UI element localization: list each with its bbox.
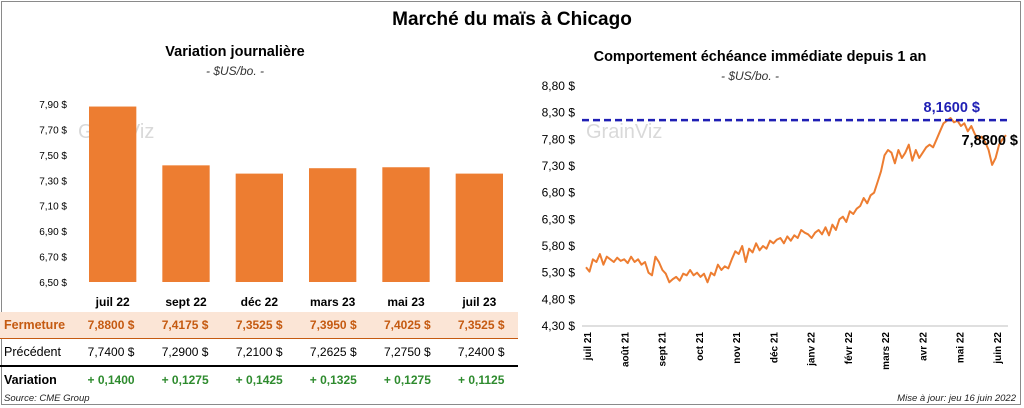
table-cell: + 0,1275 — [161, 373, 209, 387]
row-label: Variation — [4, 373, 57, 387]
source-note: Source: CME Group — [4, 393, 90, 404]
table-row-fermeture: Fermeture 7,8800 $ 7,4175 $ 7,3525 $ 7,3… — [0, 312, 518, 339]
x-tick-label: janv 22 — [807, 332, 818, 367]
x-tick-label: mai 22 — [956, 332, 967, 364]
right-chart-title: Comportement échéance immédiate depuis 1… — [593, 49, 927, 65]
table-cell: 7,3950 $ — [296, 312, 371, 339]
bar — [162, 165, 210, 282]
bar — [309, 168, 357, 282]
reference-label: 8,1600 $ — [924, 100, 980, 116]
table-row-precedent: Précédent 7,7400 $ 7,2900 $ 7,2100 $ 7,2… — [0, 338, 518, 367]
y-tick-label: 6,30 $ — [542, 212, 576, 226]
table-cell: 7,2750 $ — [370, 338, 445, 367]
x-tick-label: mars 22 — [881, 332, 892, 370]
x-tick-label: févr 22 — [844, 332, 855, 365]
x-tick-label: juil 22 — [95, 295, 130, 309]
watermark: GrainViz — [586, 121, 662, 143]
table-cell: + 0,1125 — [458, 373, 505, 387]
table-cell: 7,7400 $ — [74, 338, 149, 367]
table-cell: 7,2400 $ — [444, 338, 518, 367]
price-line — [585, 117, 1007, 284]
y-tick-label: 6,80 $ — [542, 186, 576, 200]
left-chart-unit: - $US/bo. - — [205, 64, 265, 78]
y-tick-label: 7,90 $ — [39, 100, 67, 111]
bar — [235, 173, 283, 282]
x-tick-label: sept 22 — [165, 295, 207, 309]
table-cell: 7,2625 $ — [296, 338, 371, 367]
bar — [89, 106, 137, 283]
table-cell: 7,3525 $ — [222, 312, 297, 339]
data-table: Fermeture 7,8800 $ 7,4175 $ 7,3525 $ 7,3… — [0, 312, 518, 393]
table-cell: 7,2900 $ — [148, 338, 223, 367]
left-chart-title: Variation journalière — [165, 44, 305, 60]
x-tick-label: déc 21 — [769, 332, 780, 364]
x-tick-label: mars 23 — [310, 295, 356, 309]
x-tick-label: juil 23 — [461, 295, 496, 309]
table-cell: + 0,1325 — [309, 373, 357, 387]
y-tick-label: 5,80 $ — [542, 239, 576, 253]
x-tick-label: juil 21 — [583, 332, 594, 362]
y-tick-label: 7,30 $ — [39, 176, 67, 187]
line-chart: GrainViz 4,30 $ 4,80 $ 5,30 $ 5,80 $ 6,30 $ 6,… — [542, 79, 1018, 370]
bar — [455, 173, 503, 282]
table-cell: 7,2100 $ — [222, 338, 297, 367]
y-tick-label: 6,70 $ — [39, 253, 67, 264]
right-chart-unit: - $US/bo. - — [720, 69, 780, 83]
row-label: Fermeture — [0, 312, 74, 339]
x-tick-label: juin 22 — [993, 332, 1004, 365]
x-tick-label: avr 22 — [918, 332, 929, 361]
x-tick-label: août 21 — [620, 332, 631, 367]
table-cell: + 0,1425 — [235, 373, 283, 387]
bar — [382, 167, 430, 282]
x-tick-label: nov 21 — [732, 332, 743, 364]
row-label: Précédent — [0, 338, 74, 367]
y-tick-label: 4,80 $ — [542, 292, 576, 306]
y-tick-label: 7,70 $ — [39, 125, 67, 136]
y-tick-label: 7,10 $ — [39, 202, 67, 213]
y-tick-label: 8,80 $ — [542, 79, 576, 93]
y-tick-label: 4,30 $ — [542, 319, 576, 333]
table-cell: 7,4025 $ — [370, 312, 445, 339]
y-tick-label: 5,30 $ — [542, 266, 576, 280]
table-row-variation: Variation + 0,1400 + 0,1275 + 0,1425 + 0… — [0, 366, 518, 393]
table-cell: 7,4175 $ — [148, 312, 223, 339]
y-tick-label: 7,30 $ — [542, 159, 576, 173]
x-tick-label: mai 23 — [387, 295, 425, 309]
y-tick-label: 6,90 $ — [39, 227, 67, 238]
y-tick-label: 8,30 $ — [542, 106, 576, 120]
main-title: Marché du maïs à Chicago — [392, 9, 632, 30]
table-cell: 7,3525 $ — [444, 312, 518, 339]
y-tick-label: 7,50 $ — [39, 151, 67, 162]
y-tick-label: 7,80 $ — [542, 132, 576, 146]
last-value-label: 7,8800 $ — [962, 133, 1018, 149]
table-cell: 7,8800 $ — [74, 312, 149, 339]
table-cell: + 0,1275 — [383, 373, 431, 387]
x-tick-label: déc 22 — [241, 295, 279, 309]
update-note: Mise à jour: jeu 16 juin 2022 — [897, 393, 1016, 404]
table-cell: + 0,1400 — [87, 373, 135, 387]
bar-chart: GrainViz6,50 $6,70 $6,90 $7,10 $7,30 $7,… — [39, 100, 503, 309]
x-tick-label: sept 21 — [658, 332, 669, 367]
y-tick-label: 6,50 $ — [39, 278, 67, 289]
x-tick-label: oct 21 — [695, 332, 706, 361]
